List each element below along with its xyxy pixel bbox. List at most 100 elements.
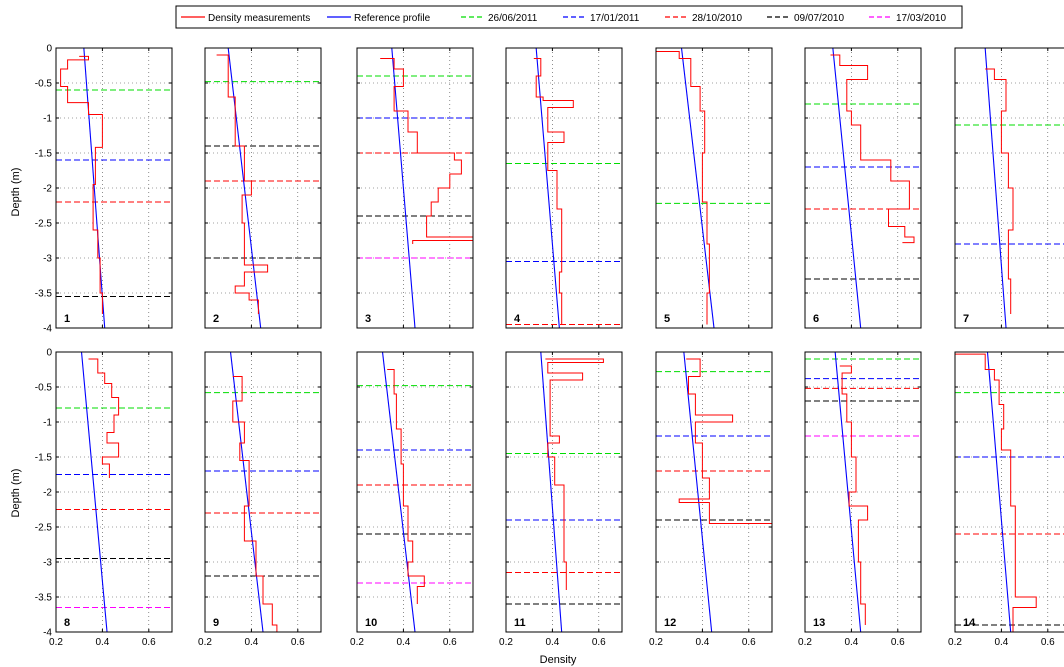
reference-profile: [984, 48, 1007, 328]
panel-background: [805, 48, 921, 328]
panel-number: 12: [664, 617, 676, 629]
x-tick-label: 0.2: [198, 637, 212, 648]
x-tick-label: 0.4: [844, 637, 858, 648]
density-line: [232, 376, 278, 632]
y-tick-label: -4: [43, 628, 52, 639]
x-tick-label: 0.6: [891, 637, 905, 648]
reference-profile: [83, 48, 106, 328]
panel-background: [805, 352, 921, 632]
x-tick-label: 0.6: [592, 637, 606, 648]
x-tick-label: 0.4: [545, 637, 559, 648]
panel-plot-area: [357, 352, 473, 632]
y-tick-label: -4: [43, 324, 52, 335]
panel-plot-area: [506, 48, 622, 328]
density-line: [545, 358, 604, 590]
x-tick-label: 0.2: [649, 637, 663, 648]
x-tick-label: 0.2: [350, 637, 364, 648]
panel-8: 8 0 -0.5 -1 -1.5 -2 -2.5 -3 -3.5 -40.2 0.4 0.6: [35, 348, 173, 648]
reference-profile: [540, 352, 563, 632]
density-line: [533, 58, 574, 325]
x-tick-label: 0.2: [49, 637, 63, 648]
legend: Density measurements Reference profile 26/…: [175, 5, 963, 29]
panel-plot-area: [805, 48, 921, 328]
legend-label: Reference profile: [354, 13, 431, 24]
density-line: [839, 365, 869, 625]
y-tick-label: -1: [43, 418, 52, 429]
panel-plot-area: [805, 352, 921, 632]
panel-number: 5: [664, 313, 670, 325]
panel-background: [205, 48, 321, 328]
panel-plot-area: [506, 352, 622, 632]
density-line: [216, 54, 269, 314]
reference-profile: [834, 352, 862, 632]
y-tick-label: -3: [43, 254, 52, 265]
reference-profile: [229, 352, 264, 632]
legend-label: Density measurements: [208, 13, 310, 24]
y-tick-label: -1: [43, 114, 52, 125]
density-line: [380, 58, 473, 244]
panel-plot-area: [955, 352, 1064, 632]
panel-1: 1 0 -0.5 -1 -1.5 -2 -2.5 -3 -3.5 -4: [35, 44, 173, 335]
panel-background: [656, 352, 772, 632]
panel-plot-area: [205, 48, 321, 328]
panel-number: 6: [813, 313, 819, 325]
panel-plot-area: [56, 352, 172, 632]
x-tick-label: 0.4: [396, 637, 410, 648]
panel-4: 4: [505, 47, 623, 329]
panel-plot-area: [205, 352, 321, 632]
y-axis-label-bottom: Depth (m): [10, 469, 22, 518]
panels: 10-0.5-1-1.5-2-2.5-3-3.5-42 3 4 5 6 780-0.5-1…: [35, 44, 1064, 648]
panel-plot-area: [656, 352, 772, 632]
y-tick-label: -3.5: [35, 289, 53, 300]
y-tick-label: -2: [43, 184, 52, 195]
x-tick-label: 0.2: [499, 637, 513, 648]
panel-number: 10: [365, 617, 377, 629]
x-tick-label: 0.2: [948, 637, 962, 648]
panel-background: [56, 352, 172, 632]
panel-background: [955, 352, 1064, 632]
density-line: [387, 369, 425, 604]
density-line: [88, 358, 120, 478]
panel-14: 140.2 0.4 0.6: [948, 351, 1064, 648]
x-tick-label: 0.6: [1041, 637, 1055, 648]
y-tick-label: -2.5: [35, 219, 53, 230]
x-tick-label: 0.6: [742, 637, 756, 648]
panel-number: 14: [963, 617, 976, 629]
panel-number: 4: [514, 313, 521, 325]
x-tick-label: 0.4: [695, 637, 709, 648]
panel-plot-area: [656, 48, 772, 328]
x-tick-label: 0.2: [798, 637, 812, 648]
y-tick-label: -1.5: [35, 149, 53, 160]
panel-plot-area: [56, 48, 172, 328]
x-axis-label: Density: [540, 654, 577, 666]
panel-background: [357, 352, 473, 632]
panel-background: [656, 48, 772, 328]
density-line: [985, 68, 1014, 314]
x-tick-label: 0.4: [244, 637, 258, 648]
reference-profile: [832, 48, 862, 328]
y-axis-label-top: Depth (m): [10, 168, 22, 217]
panel-number: 2: [213, 313, 219, 325]
panel-9: 90.2 0.4 0.6: [198, 351, 322, 648]
panel-3: 3: [356, 47, 474, 329]
panel-number: 13: [813, 617, 825, 629]
y-tick-label: 0: [46, 348, 52, 359]
panel-7: 7: [954, 47, 1064, 329]
density-line: [678, 358, 772, 524]
reference-profile: [683, 352, 713, 632]
reference-profile: [381, 352, 416, 632]
panel-number: 3: [365, 313, 371, 325]
reference-profile: [535, 48, 560, 328]
panel-5: 5: [655, 47, 773, 329]
reference-profile: [80, 352, 108, 632]
panel-10: 100.2 0.4 0.6: [350, 351, 474, 648]
legend-label: 17/03/2010: [896, 13, 946, 24]
panel-background: [357, 48, 473, 328]
reference-profile: [986, 352, 1012, 632]
panel-2: 2: [204, 47, 322, 329]
panel-number: 9: [213, 617, 219, 629]
density-line: [656, 51, 710, 325]
density-line: [60, 55, 103, 314]
x-tick-label: 0.4: [95, 637, 109, 648]
